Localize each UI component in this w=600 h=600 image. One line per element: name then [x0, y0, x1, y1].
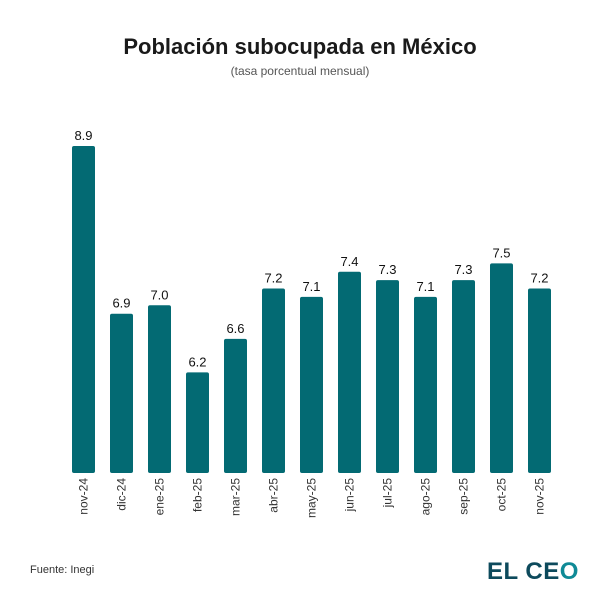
- data-label: 7.0: [150, 287, 168, 302]
- bar: [148, 305, 171, 473]
- data-label: 7.3: [378, 262, 396, 277]
- data-label: 6.2: [188, 354, 206, 369]
- bar: [338, 271, 361, 473]
- bar: [110, 313, 133, 473]
- chart-subtitle: (tasa porcentual mensual): [230, 64, 370, 78]
- data-label: 6.6: [226, 321, 244, 336]
- x-tick-label: mar-25: [229, 478, 243, 516]
- bar: [452, 280, 475, 473]
- x-tick-label: nov-25: [533, 478, 547, 515]
- data-label: 7.1: [302, 279, 320, 294]
- bar: [490, 263, 513, 473]
- bar: [376, 280, 399, 473]
- bar: [224, 338, 247, 473]
- chart-title: Población subocupada en México: [123, 34, 477, 59]
- x-tick-label: feb-25: [191, 478, 205, 512]
- bar: [414, 296, 437, 473]
- bar: [72, 146, 95, 473]
- x-tick-label: jul-25: [381, 478, 395, 509]
- bar: [262, 288, 285, 473]
- data-label: 6.9: [112, 296, 130, 311]
- x-tick-label: ago-25: [419, 478, 433, 516]
- data-label: 7.5: [492, 245, 510, 260]
- bar: [528, 288, 551, 473]
- data-label: 7.1: [416, 279, 434, 294]
- data-label: 7.4: [340, 254, 358, 269]
- logo: EL CEO: [487, 558, 579, 585]
- x-tick-label: sep-25: [457, 478, 471, 515]
- x-tick-label: ene-25: [153, 478, 167, 516]
- bar: [186, 372, 209, 473]
- data-label: 7.2: [264, 271, 282, 286]
- data-label: 7.2: [530, 271, 548, 286]
- x-tick-label: nov-24: [77, 478, 91, 515]
- x-tick-label: dic-24: [115, 478, 129, 511]
- x-tick-label: abr-25: [267, 478, 281, 513]
- x-tick-label: oct-25: [495, 478, 509, 512]
- bar: [300, 296, 323, 473]
- x-tick-label: jun-25: [343, 478, 357, 513]
- x-tick-label: may-25: [305, 478, 319, 518]
- data-label: 7.3: [454, 262, 472, 277]
- data-label: 8.9: [74, 128, 92, 143]
- source-note: Fuente: Inegi: [30, 564, 95, 576]
